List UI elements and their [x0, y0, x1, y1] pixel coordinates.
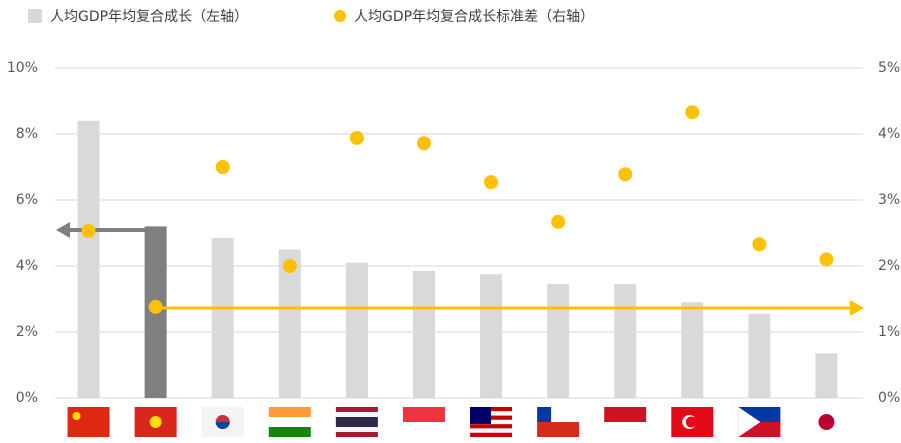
flag-stripe — [268, 407, 311, 417]
flag-crescent — [685, 416, 697, 428]
flag-star — [149, 416, 162, 428]
dot — [819, 252, 834, 267]
flag-stripe — [335, 432, 378, 437]
bar — [412, 270, 435, 398]
dot — [752, 237, 767, 252]
flag-stripe — [470, 424, 513, 429]
bar — [278, 249, 301, 398]
flag-star — [72, 412, 81, 420]
flag-sun — [818, 414, 835, 430]
dot — [551, 214, 566, 229]
bar — [77, 120, 100, 399]
y-tick-label: 4% — [16, 258, 38, 274]
y-tick-label: 2% — [16, 324, 38, 340]
dot — [81, 224, 96, 239]
bar — [211, 237, 234, 398]
flag-stripe — [335, 417, 378, 427]
dot — [618, 167, 633, 182]
y2-tick-label: 5% — [878, 60, 900, 76]
flag-stripe — [335, 427, 378, 432]
y2-tick-label: 1% — [878, 324, 900, 340]
legend-label: 人均GDP年均复合成长标准差（右轴） — [354, 8, 594, 25]
flag-stripe — [335, 407, 378, 412]
flag-emblem — [215, 422, 230, 429]
dot — [349, 130, 364, 145]
dot — [282, 259, 297, 273]
y-tick-label: 0% — [16, 390, 38, 406]
flag-stripe — [268, 427, 311, 437]
legend-swatch — [334, 10, 346, 22]
legend-swatch — [28, 9, 42, 23]
bar — [815, 353, 838, 398]
y2-tick-label: 3% — [878, 192, 900, 208]
y2-tick-label: 0% — [878, 390, 900, 406]
bar — [480, 274, 503, 398]
arrow-head — [56, 222, 70, 238]
y2-tick-label: 2% — [878, 258, 900, 274]
flag-stripe — [402, 407, 445, 422]
dot — [215, 160, 230, 174]
dot — [416, 136, 431, 151]
dot — [148, 299, 163, 314]
flag-stripe — [537, 422, 580, 437]
bar — [748, 313, 771, 398]
flag-stripe — [335, 412, 378, 417]
flag-triangle — [738, 407, 761, 437]
y-tick-label: 10% — [7, 60, 38, 76]
flag-stripe — [268, 417, 311, 427]
flag-canton — [470, 407, 492, 424]
legend-label: 人均GDP年均复合成长（左轴） — [50, 8, 248, 25]
flag-stripe — [470, 432, 513, 437]
arrow-head — [850, 300, 864, 316]
legend: 人均GDP年均复合成长（左轴） 人均GDP年均复合成长标准差（右轴） — [28, 8, 594, 25]
flag-stripe — [67, 407, 110, 437]
dot — [484, 175, 499, 190]
bar — [614, 284, 637, 398]
flag-stripe — [470, 428, 513, 433]
flag-stripe — [604, 407, 647, 422]
flag-stripe — [604, 422, 647, 437]
bar — [681, 302, 704, 398]
flag-stripe — [402, 422, 445, 437]
bar — [547, 284, 570, 398]
y2-tick-label: 4% — [878, 126, 900, 142]
flag-canton — [537, 407, 552, 422]
dot — [685, 105, 700, 120]
y-tick-label: 8% — [16, 126, 38, 142]
bar — [345, 262, 368, 398]
y-tick-label: 6% — [16, 192, 38, 208]
